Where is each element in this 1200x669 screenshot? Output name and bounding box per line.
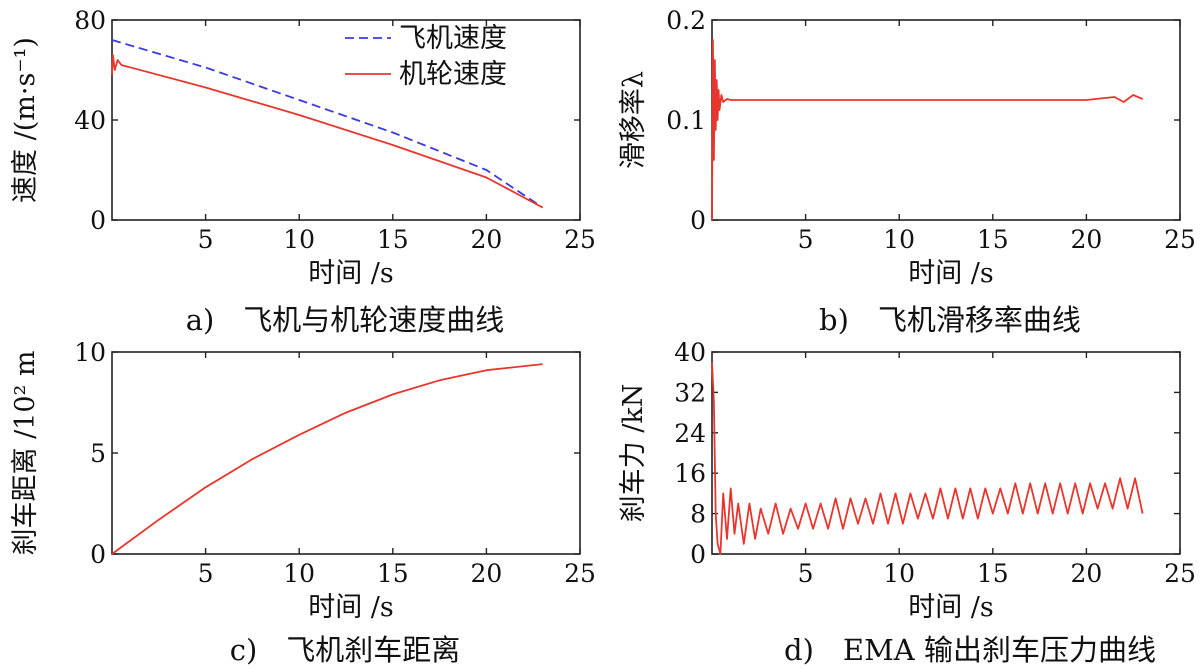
x-tick-label: 5 — [198, 225, 214, 254]
x-tick-label: 20 — [1070, 559, 1102, 588]
y-tick-label: 32 — [674, 378, 706, 407]
x-tick-label: 10 — [883, 559, 915, 588]
x-tick-label: 10 — [283, 559, 315, 588]
series-line-a-0 — [111, 39, 544, 209]
chart-caption: b) 飞机滑移率曲线 — [819, 303, 1081, 337]
y-tick-label: 24 — [674, 419, 706, 448]
plot-frame — [111, 351, 581, 555]
chart-caption: a) 飞机与机轮速度曲线 — [186, 303, 505, 337]
x-tick-label: 15 — [377, 225, 409, 254]
y-tick-label: 40 — [674, 338, 706, 367]
y-tick-label: 0 — [690, 206, 706, 235]
y-tick-label: 40 — [74, 106, 106, 135]
x-tick-label: 25 — [1164, 559, 1196, 588]
x-tick-label: 25 — [564, 559, 596, 588]
y-axis-label: 滑移率λ — [618, 71, 649, 169]
y-tick-label: 16 — [674, 459, 706, 488]
y-tick-label: 80 — [74, 6, 106, 35]
x-tick-label: 10 — [883, 225, 915, 254]
x-tick-label: 10 — [283, 225, 315, 254]
x-tick-label: 20 — [470, 559, 502, 588]
x-tick-label: 20 — [470, 225, 502, 254]
x-tick-label: 15 — [977, 225, 1009, 254]
x-axis-label: 时间 /s — [308, 258, 394, 289]
y-tick-label: 0.2 — [666, 6, 706, 35]
y-tick-label: 8 — [690, 500, 706, 529]
x-tick-label: 25 — [1164, 225, 1196, 254]
y-tick-label: 0 — [690, 540, 706, 569]
x-tick-label: 5 — [798, 225, 814, 254]
chart-d: 5 10 15 20 25 0 8 16 24 32 40 时间 /s 刹车力 /kN d) EMA 输出… — [618, 338, 1196, 667]
y-tick-label: 0 — [90, 540, 106, 569]
x-tick-label: 15 — [977, 559, 1009, 588]
chart-caption: d) EMA 输出刹车压力曲线 — [784, 633, 1156, 667]
chart-caption: c) 飞机刹车距离 — [230, 633, 461, 667]
y-axis-label: 刹车力 /kN — [618, 384, 649, 523]
series-line-d-0 — [711, 362, 1144, 555]
legend-label: 飞机速度 — [399, 23, 507, 54]
x-axis-label: 时间 /s — [908, 258, 994, 289]
x-tick-label: 5 — [798, 559, 814, 588]
x-tick-label: 15 — [377, 559, 409, 588]
y-tick-label: 0 — [90, 206, 106, 235]
x-tick-label: 5 — [198, 559, 214, 588]
series-line-a-1 — [111, 54, 544, 209]
x-axis-label: 时间 /s — [908, 592, 994, 623]
x-tick-label: 20 — [1070, 225, 1102, 254]
series-line-c-0 — [111, 363, 543, 555]
y-tick-label: 0.1 — [666, 106, 706, 135]
y-axis-label: 刹车距离 /10² m — [10, 350, 41, 555]
y-axis-label: 速度 /(m·s⁻¹) — [10, 37, 41, 203]
x-axis-label: 时间 /s — [308, 592, 394, 623]
legend-label: 机轮速度 — [399, 59, 507, 90]
chart-b: 5 10 15 20 25 0 0.1 0.2 时间 /s 滑移率λ b) 飞机滑移率曲线 — [618, 6, 1196, 337]
series-line-b-0 — [711, 39, 1143, 221]
x-tick-label: 25 — [564, 225, 596, 254]
y-tick-label: 5 — [90, 439, 106, 468]
plot-frame — [711, 351, 1181, 555]
chart-c: 5 10 15 20 25 0 5 10 时间 /s 刹车距离 /10² m c) 飞机刹车距离 — [10, 338, 596, 667]
y-tick-label: 10 — [74, 338, 106, 367]
plot-frame — [711, 19, 1181, 221]
